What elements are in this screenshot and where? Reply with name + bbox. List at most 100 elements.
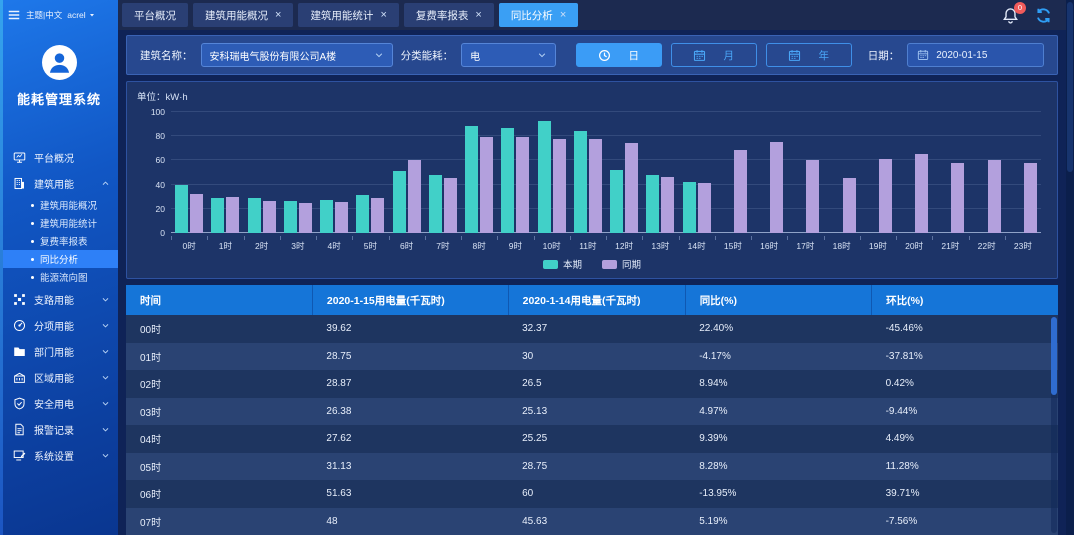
tab-复费率报表[interactable]: 复费率报表 × (403, 3, 494, 27)
tab-平台概况[interactable]: 平台概况 (122, 3, 188, 27)
comparison-data-table: 时间 2020-1-15用电量(千瓦时) 2020-1-14用电量(千瓦时) 同比(%… (126, 285, 1058, 535)
sidebar-item-安全用电[interactable]: 安全用电 (0, 390, 118, 416)
table-cell: 31.13 (326, 460, 352, 472)
table-row: 06时 51.63 60 -13.95% 39.71% (126, 480, 1058, 508)
table-header-cell: 2020-1-15用电量(千瓦时) (312, 285, 509, 315)
bar-同期-20时 (915, 154, 929, 233)
sidebar-item-label: 部门用能 (34, 347, 74, 359)
table-cell: 26.38 (326, 405, 352, 417)
x-axis-tick-label: 14时 (678, 236, 715, 251)
bar-同期-10时 (552, 138, 566, 233)
x-axis-tick-label: 4时 (316, 236, 352, 251)
bar-本期-5时 (356, 195, 370, 233)
sidebar-item-部门用能[interactable]: 部门用能 (0, 338, 118, 364)
gridline (171, 135, 1041, 137)
bar-group-8时 (461, 112, 497, 233)
legend-item-同期[interactable]: 同期 (602, 257, 641, 271)
building-select[interactable]: 安科瑞电气股份有限公司A楼 (200, 43, 393, 67)
sidebar-subitem-同比分析[interactable]: 同比分析 (0, 250, 118, 268)
table-header-cell: 同比(%) (685, 285, 873, 315)
hamburger-menu-icon[interactable] (7, 8, 21, 22)
table-cell: 5.19% (699, 515, 728, 527)
tab-label: 复费率报表 (415, 9, 469, 22)
sidebar-item-支路用能[interactable]: 支路用能 (0, 286, 118, 312)
period-button-年[interactable]: 年 (765, 43, 852, 67)
table-cell: 28.87 (326, 378, 352, 390)
notification-bell-icon[interactable]: 0 (1002, 1, 1026, 24)
legend-item-本期[interactable]: 本期 (542, 257, 582, 271)
date-picker-input[interactable]: 2020-01-15 (907, 43, 1044, 67)
sidebar-subitem-label: 建筑用能概况 (40, 201, 98, 212)
tab-close-icon[interactable]: × (275, 8, 282, 21)
gridline (171, 183, 1041, 185)
person-icon (46, 48, 73, 80)
topbar: 平台概况 建筑用能概况 × 建筑用能统计 × 复费率报表 × 同比分析 × 0 (118, 0, 1066, 30)
tab-label: 建筑用能概况 (205, 9, 268, 22)
bar-本期-12时 (610, 170, 624, 233)
theme-language-switch[interactable]: 主题|中文 (26, 10, 63, 20)
bar-group-17时 (787, 112, 823, 233)
period-button-日[interactable]: 日 (575, 43, 662, 67)
tab-close-icon[interactable]: × (380, 8, 387, 21)
table-cell: 22.40% (699, 323, 734, 335)
table-cell: 25.13 (522, 405, 548, 417)
user-menu[interactable]: acrel (67, 10, 95, 20)
bar-本期-0时 (175, 185, 189, 233)
bar-同期-11时 (588, 138, 602, 233)
table-cell: -13.95% (699, 488, 737, 500)
x-axis-tick-label: 18时 (823, 236, 860, 251)
sidebar-item-建筑用能[interactable]: 建筑用能 (0, 170, 118, 196)
sidebar-subitem-建筑用能概况[interactable]: 建筑用能概况 (0, 196, 118, 214)
sidebar-item-label: 支路用能 (34, 295, 74, 307)
table-cell: 4.97% (699, 405, 728, 417)
x-axis-tick-label: 15时 (714, 236, 751, 251)
sidebar-subitem-label: 同比分析 (40, 255, 79, 266)
bar-同期-2时 (262, 200, 276, 233)
sidebar-item-区域用能[interactable]: 区域用能 (0, 364, 118, 390)
sidebar-top-bar: 主题|中文 acrel (0, 0, 118, 30)
calendar-icon (788, 49, 801, 62)
legend-label: 本期 (562, 260, 582, 271)
period-button-月[interactable]: 月 (670, 43, 757, 67)
bar-group-7时 (425, 112, 461, 233)
bar-同期-0时 (190, 193, 204, 233)
filter-panel: 建筑名称： 安科瑞电气股份有限公司A楼 分类能耗： 电 日 月 年 日期： 2020… (126, 35, 1058, 75)
refresh-icon[interactable] (1035, 7, 1052, 24)
table-cell: 04时 (140, 435, 162, 447)
table-cell: 39.62 (326, 323, 352, 335)
sidebar-subitem-能源流向图[interactable]: 能源流向图 (0, 268, 118, 286)
date-value: 2020-01-15 (936, 49, 988, 61)
sidebar-item-平台概况[interactable]: 平台概况 (0, 144, 118, 170)
bar-group-16时 (751, 112, 787, 233)
bar-本期-10时 (537, 121, 551, 233)
content: 建筑名称： 安科瑞电气股份有限公司A楼 分类能耗： 电 日月年 日期： 2020… (118, 30, 1066, 535)
sidebar-subitem-建筑用能统计[interactable]: 建筑用能统计 (0, 214, 118, 232)
sidebar-item-报警记录[interactable]: 报警记录 (0, 416, 118, 442)
tab-close-icon[interactable]: × (559, 8, 567, 21)
calendar-icon (693, 49, 706, 62)
tab-建筑用能概况[interactable]: 建筑用能概况 × (193, 3, 294, 27)
energy-type-select[interactable]: 电 (461, 43, 556, 67)
bar-同期-4时 (335, 202, 349, 233)
table-cell: -4.17% (699, 350, 731, 362)
sidebar-item-分项用能[interactable]: 分项用能 (0, 312, 118, 338)
page-scrollbar-thumb[interactable] (1067, 2, 1073, 172)
chevron-down-icon (101, 373, 110, 382)
table-cell: 4.49% (885, 433, 914, 445)
username: acrel (67, 10, 86, 20)
tab-建筑用能统计[interactable]: 建筑用能统计 × (298, 3, 399, 27)
table-cell: 27.62 (326, 433, 352, 445)
tab-close-icon[interactable]: × (475, 8, 482, 21)
bar-同期-5时 (371, 198, 385, 233)
tab-同比分析[interactable]: 同比分析 × (498, 3, 579, 27)
tab-label: 平台概况 (134, 9, 176, 22)
table-cell: 60 (522, 488, 534, 500)
table-scrollbar-thumb[interactable] (1051, 317, 1057, 395)
legend-swatch (602, 259, 617, 269)
y-axis-tick-label: 0 (160, 228, 165, 238)
bar-group-20时 (896, 112, 932, 233)
sidebar-item-系统设置[interactable]: 系统设置 (0, 442, 118, 468)
table-cell: 25.25 (522, 433, 548, 445)
sidebar-subitem-复费率报表[interactable]: 复费率报表 (0, 232, 118, 250)
bar-同期-6时 (407, 160, 421, 233)
